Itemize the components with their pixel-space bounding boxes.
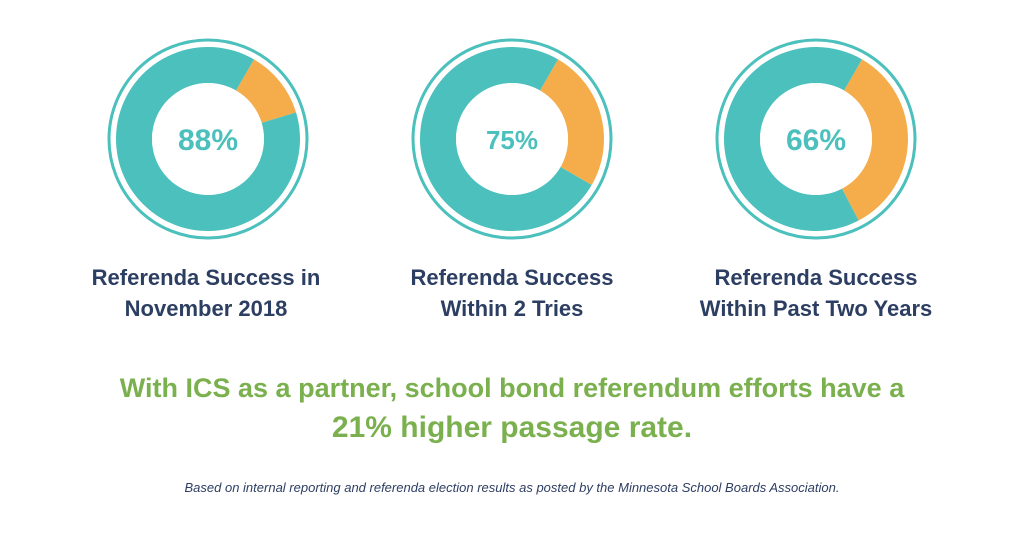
donut-outer-ring (411, 38, 613, 240)
donut-slice-success (116, 47, 301, 231)
headline: With ICS as a partner, school bond refer… (0, 368, 1024, 448)
caption-line: Referenda Success in (91, 265, 321, 290)
donut-svg-1: 88% (107, 38, 309, 240)
donut-svg-3: 66% (715, 38, 917, 240)
donut-caption-2: Referenda Success Within 2 Tries (352, 262, 672, 324)
donut-hole (152, 83, 264, 195)
donut-hole (456, 83, 568, 195)
headline-line-1: With ICS as a partner, school bond refer… (119, 373, 905, 403)
donut-slice-remaining (540, 59, 604, 185)
caption-line: November 2018 (124, 296, 288, 321)
caption-line: Referenda Success (714, 265, 918, 290)
caption-line: Within 2 Tries (440, 296, 584, 321)
donut-hole (760, 83, 872, 195)
donut-slice-success (724, 47, 862, 232)
caption-line: Within Past Two Years (699, 296, 933, 321)
donut-caption-3: Referenda Success Within Past Two Years (656, 262, 976, 324)
donut-slice-remaining (841, 59, 908, 221)
donut-chart-past-two-years: 66% (696, 34, 936, 244)
caption-line: Referenda Success (410, 265, 614, 290)
donut-svg-2: 75% (411, 38, 613, 240)
donut-chart-within-2-tries: 75% (392, 34, 632, 244)
donut-center-label: 75% (486, 125, 538, 155)
donut-slice-success (420, 46, 592, 231)
donut-center-label: 66% (786, 124, 846, 157)
footnote: Based on internal reporting and referend… (184, 480, 840, 495)
donut-outer-ring (715, 38, 917, 240)
donut-caption-1: Referenda Success in November 2018 (46, 262, 366, 324)
donut-chart-november-2018: 88% (88, 34, 328, 244)
donut-slice-remaining (236, 59, 297, 123)
donut-outer-ring (107, 38, 309, 240)
donut-center-label: 88% (178, 124, 238, 157)
headline-line-2: 21% higher passage rate. (331, 411, 693, 444)
